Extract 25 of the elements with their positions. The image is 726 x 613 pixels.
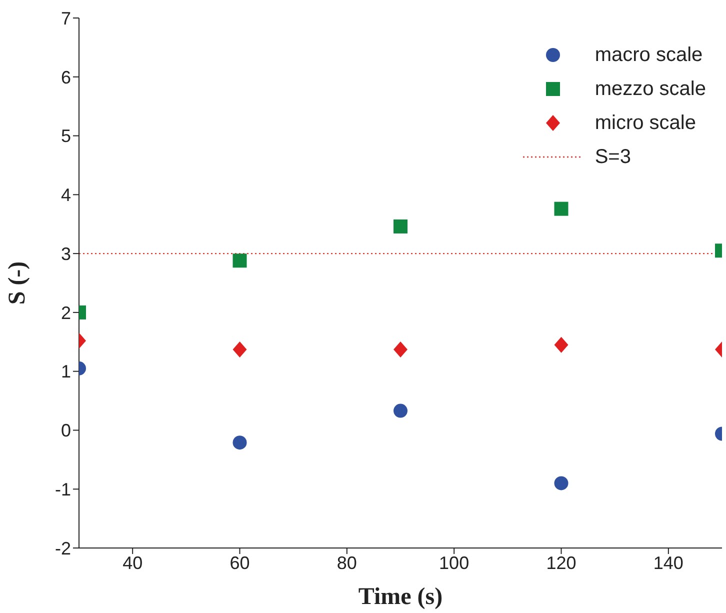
- legend-label: macro scale: [594, 44, 703, 66]
- y-tick-label: 4: [60, 185, 71, 206]
- point: [394, 219, 408, 234]
- y-tick-label: 2: [60, 302, 71, 323]
- point: [394, 404, 408, 418]
- y-tick-label: 6: [60, 67, 71, 88]
- x-tick-label: 120: [546, 552, 576, 573]
- y-tick-label: 0: [60, 420, 71, 441]
- y-axis-title: S (-): [4, 261, 31, 305]
- legend-label: micro scale: [594, 112, 696, 134]
- legend-label: S=3: [594, 146, 631, 168]
- legend-label: mezzo scale: [594, 78, 706, 100]
- x-tick-label: 100: [439, 552, 470, 573]
- x-tick-label: 140: [653, 552, 684, 573]
- y-tick-label: -2: [54, 538, 71, 558]
- y-tick-label: 5: [60, 126, 71, 146]
- y-tick-label: 7: [60, 8, 71, 28]
- x-axis-title: Time (s): [358, 584, 443, 610]
- x-tick-label: 60: [230, 552, 250, 573]
- x-tick-label: 40: [122, 552, 143, 573]
- y-tick-label: 1: [60, 362, 71, 382]
- y-tick-label: 3: [60, 244, 71, 264]
- point: [394, 342, 408, 358]
- y-tick-label: -1: [54, 480, 71, 500]
- x-tick-label: 80: [336, 552, 357, 573]
